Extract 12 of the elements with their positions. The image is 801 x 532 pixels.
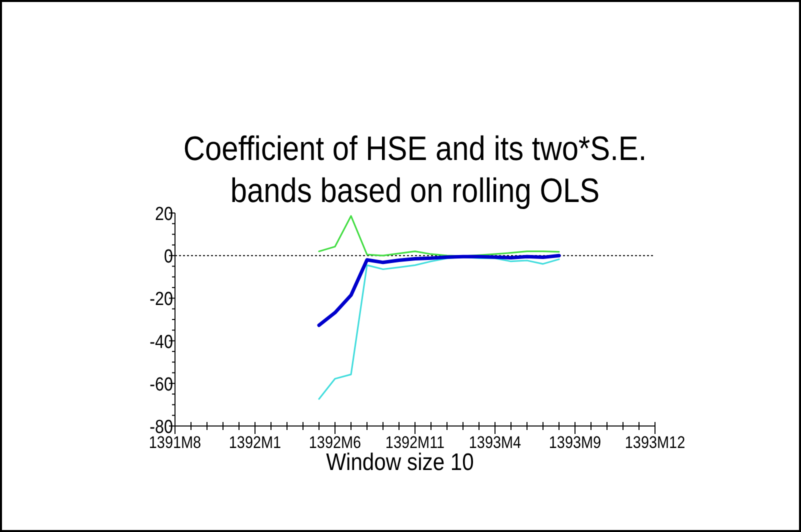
y-tick-label: 20 xyxy=(155,202,174,224)
y-tick-label: -20 xyxy=(150,288,174,310)
x-tick-label: 1393M9 xyxy=(548,434,602,452)
y-tick-label: -40 xyxy=(150,330,174,352)
y-tick-label: 0 xyxy=(164,245,174,267)
y-tick-label: -60 xyxy=(150,373,174,395)
chart-title: Coefficient of HSE and its two*S.E. bands based on rolling OLS xyxy=(183,129,647,210)
line-series xyxy=(318,215,560,257)
x-tick-label: 1393M12 xyxy=(624,434,686,452)
line-series xyxy=(317,254,561,327)
line-series xyxy=(318,256,560,400)
x-tick-label: 1392M1 xyxy=(228,434,282,452)
